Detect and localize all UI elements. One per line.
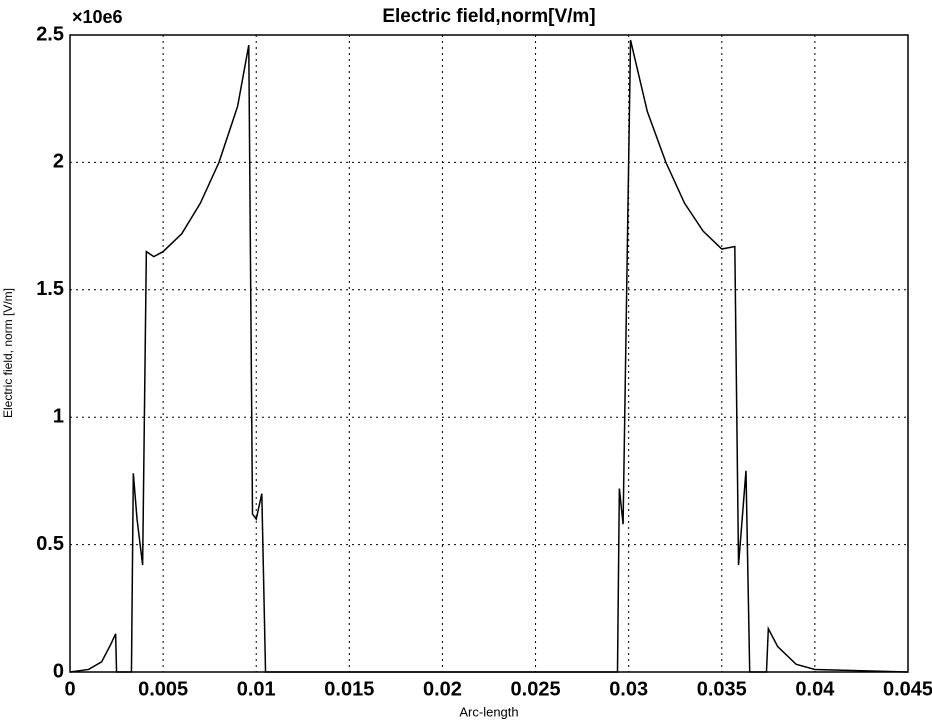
x-tick-label: 0.03 bbox=[609, 678, 648, 700]
x-tick-label: 0.045 bbox=[883, 678, 932, 700]
y-tick-label: 2 bbox=[53, 151, 64, 173]
y-tick-label: 0.5 bbox=[36, 533, 64, 555]
x-tick-label: 0 bbox=[64, 678, 75, 700]
x-tick-label: 0.02 bbox=[423, 678, 462, 700]
x-tick-label: 0.04 bbox=[795, 678, 835, 700]
y-tick-label: 1 bbox=[53, 405, 64, 427]
chart-title: Electric field,norm[V/m] bbox=[382, 6, 595, 27]
x-tick-label: 0.005 bbox=[138, 678, 188, 700]
y-tick-label: 1.5 bbox=[36, 278, 64, 300]
y-tick-label: 0 bbox=[53, 660, 64, 682]
plot-frame bbox=[69, 34, 909, 673]
y-multiplier: ×10e6 bbox=[72, 7, 123, 27]
x-axis-label: Arc-length bbox=[459, 704, 518, 719]
x-tick-label: 0.035 bbox=[697, 678, 747, 700]
x-tick-label: 0.01 bbox=[237, 678, 276, 700]
y-tick-label: 2.5 bbox=[36, 23, 64, 45]
data-line bbox=[69, 39, 909, 673]
x-tick-label: 0.025 bbox=[511, 678, 561, 700]
x-tick-label: 0.015 bbox=[324, 678, 374, 700]
y-axis-label: Electric field, norm [V/m] bbox=[1, 288, 15, 418]
